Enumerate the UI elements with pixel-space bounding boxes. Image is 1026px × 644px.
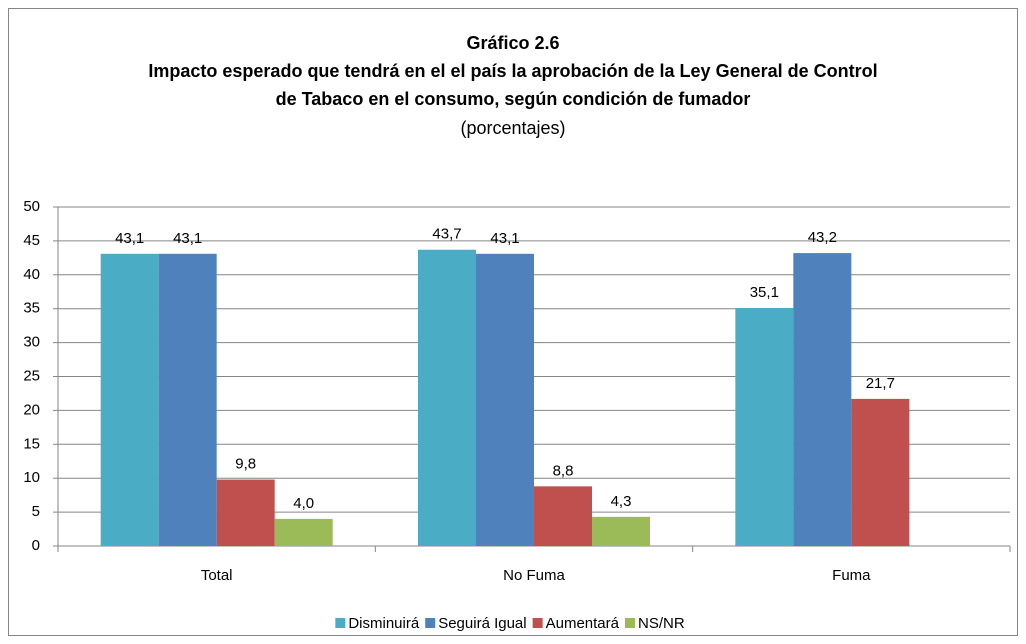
y-tick-label: 35 [23, 300, 40, 317]
y-tick-label: 50 [23, 198, 40, 215]
chart-title: Gráfico 2.6 [466, 33, 559, 53]
bar [793, 253, 852, 546]
data-label: 43,1 [173, 230, 202, 247]
data-label: 8,8 [553, 462, 574, 479]
x-tick-label: Fuma [832, 567, 871, 584]
legend-label: NS/NR [638, 615, 685, 632]
y-tick-label: 20 [23, 401, 40, 418]
legend-label: Disminuirá [348, 615, 420, 632]
chart-subtitle: (porcentajes) [460, 118, 565, 138]
x-tick-label: No Fuma [503, 567, 565, 584]
data-label: 4,3 [611, 493, 632, 510]
bar [418, 249, 476, 547]
y-tick-label: 15 [23, 435, 40, 452]
y-tick-label: 0 [32, 537, 40, 554]
y-tick-label: 25 [23, 367, 40, 384]
bar [274, 518, 333, 546]
bar [476, 253, 534, 547]
data-label: 43,7 [432, 226, 461, 243]
data-label: 43,2 [808, 229, 837, 246]
y-tick-label: 45 [23, 232, 40, 249]
legend-label: Seguirá Igual [438, 615, 526, 632]
bar [158, 253, 217, 547]
bar [216, 479, 275, 546]
bar [100, 253, 159, 547]
data-label: 35,1 [750, 284, 779, 301]
legend-label: Aumentará [546, 615, 620, 632]
y-tick-label: 10 [23, 469, 40, 486]
y-tick-label: 30 [23, 334, 40, 351]
bar [735, 308, 794, 546]
data-label: 9,8 [235, 456, 256, 473]
data-label: 43,1 [490, 230, 519, 247]
data-label: 4,0 [293, 495, 314, 512]
legend-swatch [532, 618, 543, 628]
y-tick-label: 40 [23, 266, 40, 283]
data-label: 43,1 [115, 230, 144, 247]
legend-swatch [335, 618, 346, 628]
data-label: 21,7 [866, 375, 895, 392]
bar [851, 398, 910, 546]
y-tick-label: 5 [32, 503, 40, 520]
legend-swatch [425, 618, 436, 628]
bar [592, 516, 650, 546]
chart-title: Impacto esperado que tendrá en el el paí… [148, 61, 877, 81]
chart-title: de Tabaco en el consumo, según condición… [276, 89, 751, 109]
bar [534, 486, 592, 546]
x-tick-label: Total [201, 567, 233, 584]
legend-swatch [624, 618, 635, 628]
